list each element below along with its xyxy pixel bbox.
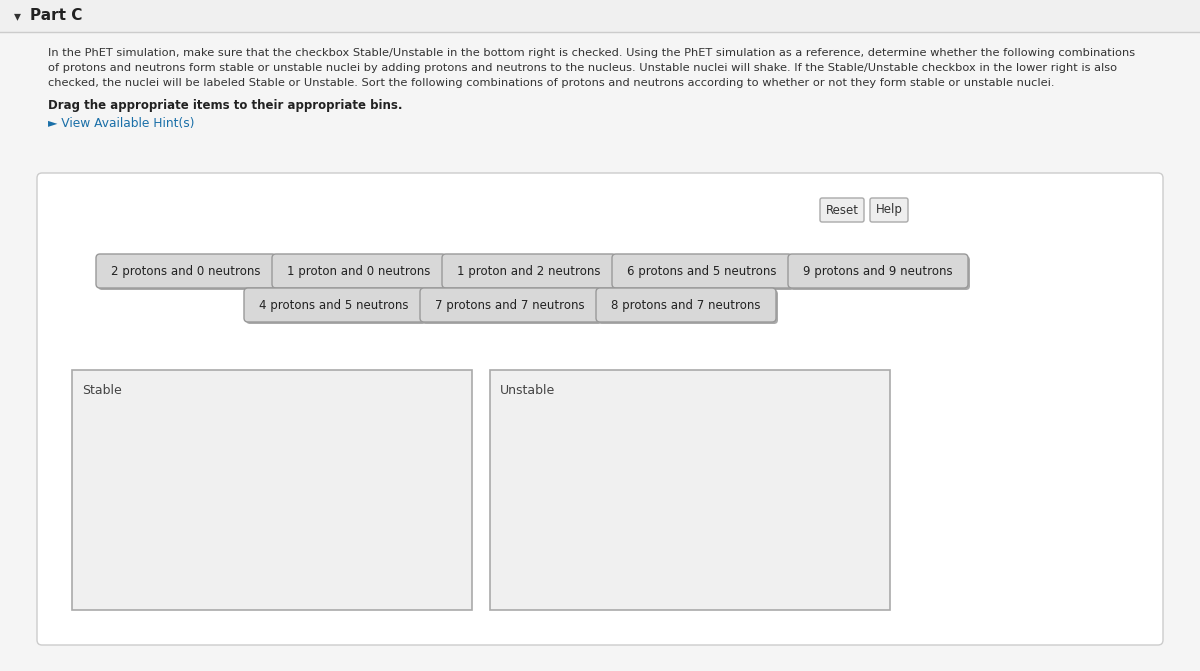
- Text: In the PhET simulation, make sure that the checkbox Stable/Unstable in the botto: In the PhET simulation, make sure that t…: [48, 48, 1135, 58]
- Text: Drag the appropriate items to their appropriate bins.: Drag the appropriate items to their appr…: [48, 99, 402, 112]
- Text: 8 protons and 7 neutrons: 8 protons and 7 neutrons: [611, 299, 761, 311]
- FancyBboxPatch shape: [790, 256, 970, 290]
- Text: 9 protons and 9 neutrons: 9 protons and 9 neutrons: [803, 264, 953, 278]
- Text: 1 proton and 2 neutrons: 1 proton and 2 neutrons: [457, 264, 601, 278]
- Text: ► View Available Hint(s): ► View Available Hint(s): [48, 117, 194, 130]
- FancyBboxPatch shape: [98, 256, 278, 290]
- Text: checked, the nuclei will be labeled Stable or Unstable. Sort the following combi: checked, the nuclei will be labeled Stab…: [48, 78, 1055, 88]
- FancyBboxPatch shape: [598, 290, 778, 324]
- FancyBboxPatch shape: [244, 288, 424, 322]
- FancyBboxPatch shape: [596, 288, 776, 322]
- FancyBboxPatch shape: [788, 254, 968, 288]
- FancyBboxPatch shape: [96, 254, 276, 288]
- FancyBboxPatch shape: [0, 0, 1200, 32]
- FancyBboxPatch shape: [422, 290, 602, 324]
- FancyBboxPatch shape: [420, 288, 600, 322]
- Text: of protons and neutrons form stable or unstable nuclei by adding protons and neu: of protons and neutrons form stable or u…: [48, 63, 1117, 73]
- Text: Part C: Part C: [30, 9, 83, 23]
- FancyBboxPatch shape: [37, 173, 1163, 645]
- Text: Unstable: Unstable: [500, 384, 556, 397]
- Text: 2 protons and 0 neutrons: 2 protons and 0 neutrons: [112, 264, 260, 278]
- FancyBboxPatch shape: [442, 254, 616, 288]
- Text: Reset: Reset: [826, 203, 858, 217]
- FancyBboxPatch shape: [820, 198, 864, 222]
- FancyBboxPatch shape: [870, 198, 908, 222]
- Text: Stable: Stable: [82, 384, 121, 397]
- Text: 4 protons and 5 neutrons: 4 protons and 5 neutrons: [259, 299, 409, 311]
- FancyBboxPatch shape: [246, 290, 426, 324]
- FancyBboxPatch shape: [490, 370, 890, 610]
- Text: 1 proton and 0 neutrons: 1 proton and 0 neutrons: [287, 264, 431, 278]
- FancyBboxPatch shape: [274, 256, 448, 290]
- Text: ▾: ▾: [14, 9, 22, 23]
- Text: 6 protons and 5 neutrons: 6 protons and 5 neutrons: [628, 264, 776, 278]
- FancyBboxPatch shape: [72, 370, 472, 610]
- FancyBboxPatch shape: [272, 254, 446, 288]
- Text: 7 protons and 7 neutrons: 7 protons and 7 neutrons: [436, 299, 584, 311]
- FancyBboxPatch shape: [444, 256, 618, 290]
- Text: Help: Help: [876, 203, 902, 217]
- FancyBboxPatch shape: [612, 254, 792, 288]
- FancyBboxPatch shape: [614, 256, 794, 290]
